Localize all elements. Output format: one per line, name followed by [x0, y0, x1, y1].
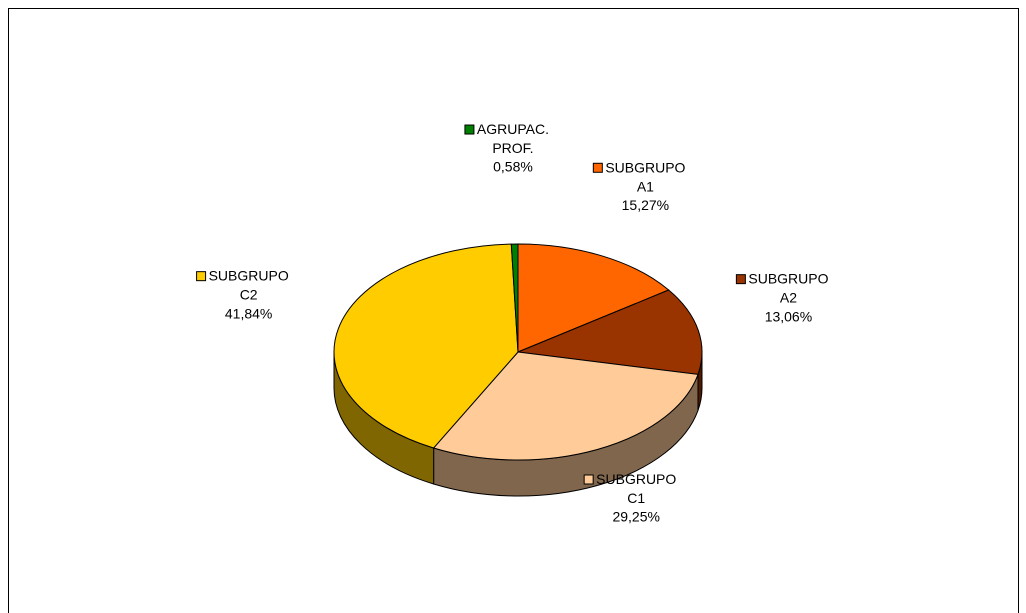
- label-line: SUBGRUPO: [605, 159, 685, 175]
- legend-key: [592, 162, 603, 173]
- value-label: 0,58%: [493, 159, 533, 175]
- label-line: AGRUPAC.: [477, 121, 549, 137]
- label-line: A2: [780, 289, 797, 305]
- legend-key: [196, 271, 207, 282]
- slice: [432, 351, 699, 461]
- slice-label: AGRUPAC. PROF.: [477, 121, 549, 156]
- value-label: 29,25%: [612, 509, 659, 525]
- label-line: C2: [240, 286, 258, 302]
- legend-key: [464, 124, 475, 135]
- label-line: A1: [637, 178, 654, 194]
- label-line: SUBGRUPO: [209, 267, 289, 283]
- label-line: PROF.: [492, 140, 533, 156]
- label-line: SUBGRUPO: [748, 270, 828, 286]
- slice-label: SUBGRUPO A2: [748, 270, 828, 305]
- label-line: C1: [627, 490, 645, 506]
- slice: [517, 243, 670, 353]
- slice-label: SUBGRUPO C2: [209, 267, 289, 302]
- legend-key: [735, 274, 746, 285]
- value-label: 13,06%: [765, 308, 812, 324]
- value-label: 41,84%: [225, 305, 272, 321]
- label-line: SUBGRUPO: [596, 471, 676, 487]
- legend-key: [583, 474, 594, 485]
- value-label: 15,27%: [622, 197, 669, 213]
- slice-label: SUBGRUPO A1: [605, 159, 685, 194]
- slice: [516, 289, 703, 375]
- slice: [333, 243, 519, 449]
- slice-label: SUBGRUPO C1: [596, 471, 676, 506]
- slice: [510, 243, 519, 353]
